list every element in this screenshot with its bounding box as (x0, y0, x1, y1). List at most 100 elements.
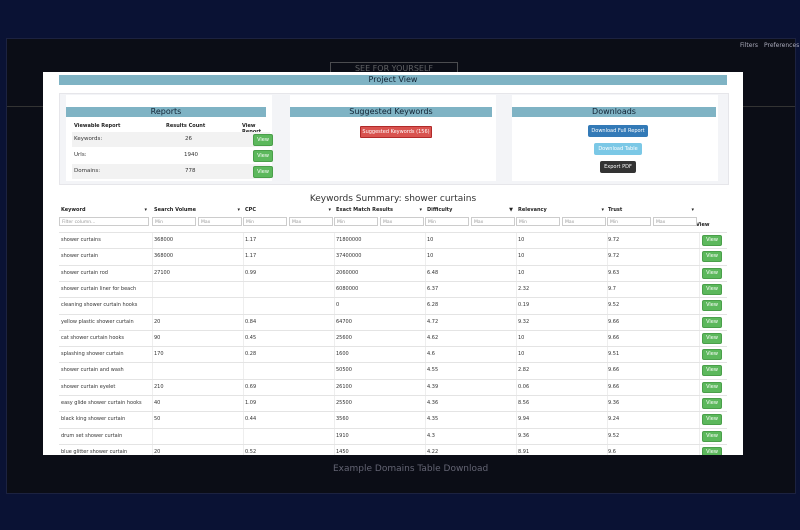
relevancy-max-input[interactable]: Max (562, 217, 606, 226)
reports-heading: Reports (66, 107, 266, 117)
relevancy-min-input[interactable]: Min (516, 217, 560, 226)
header-view: View (696, 222, 710, 228)
filter-row: Filter column... Min Max Min Max Min Max… (59, 216, 697, 228)
header-relevancy[interactable]: Relevancy ▾ (518, 207, 606, 216)
cell-cpc: 0.44 (245, 416, 257, 423)
exact-match-min-input[interactable]: Min (334, 217, 378, 226)
cell-cpc: 0.45 (245, 334, 257, 341)
table-row: shower curtain rod 27100 0.99 2060000 6.48 10… (59, 264, 727, 282)
suggested-keywords-button[interactable]: Suggested Keywords (156) (360, 126, 432, 138)
keyword-filter-input[interactable]: Filter column... (59, 217, 149, 226)
row-view-button[interactable]: View (702, 251, 722, 263)
cell-divider (516, 281, 517, 298)
table-row: black king shower curtain 50 0.44 3560 4.35 9… (59, 411, 727, 429)
view-keywords-button[interactable]: View (253, 134, 273, 146)
report-row-domains: Domains: 778 View (72, 164, 273, 179)
row-view-button[interactable]: View (702, 300, 722, 312)
cell-difficulty: 6.37 (427, 285, 439, 292)
cell-divider (607, 363, 608, 380)
cell-divider (425, 265, 426, 282)
cell-trust: 9.72 (608, 237, 620, 243)
cell-divider (334, 347, 335, 364)
header-exact-match[interactable]: Exact Match Results ▾ (336, 207, 424, 216)
row-view-button[interactable]: View (702, 414, 722, 426)
row-view-button[interactable]: View (702, 446, 722, 455)
header-label: Relevancy (518, 207, 547, 213)
suggested-heading: Suggested Keywords (290, 107, 492, 117)
report-name: Urls: (74, 152, 87, 158)
cell-exact-match: 2060000 (336, 269, 359, 276)
trust-max-input[interactable]: Max (653, 217, 697, 226)
trust-min-input[interactable]: Min (607, 217, 651, 226)
row-view-button[interactable]: View (702, 365, 722, 377)
exact-match-max-input[interactable]: Max (380, 217, 424, 226)
search-volume-min-input[interactable]: Min (152, 217, 196, 226)
download-full-report-button[interactable]: Download Full Report (588, 125, 648, 137)
row-view-button[interactable]: View (702, 381, 722, 393)
row-view-button[interactable]: View (702, 283, 722, 295)
cell-divider (243, 347, 244, 364)
row-view-button[interactable]: View (702, 332, 722, 344)
view-domains-button[interactable]: View (253, 166, 273, 178)
row-view-button[interactable]: View (702, 316, 722, 328)
cell-divider (699, 249, 700, 266)
cell-exact-match: 1600 (336, 351, 349, 358)
search-volume-max-input[interactable]: Max (198, 217, 242, 226)
cell-divider (516, 347, 517, 364)
cell-divider (152, 233, 153, 249)
difficulty-max-input[interactable]: Max (471, 217, 515, 226)
report-name: Domains: (74, 168, 101, 174)
cell-relevancy: 0.19 (518, 302, 530, 309)
cell-divider (425, 412, 426, 429)
row-view-button[interactable]: View (702, 430, 722, 442)
header-cpc[interactable]: CPC ▾ (245, 207, 333, 216)
cell-trust: 9.72 (608, 253, 620, 260)
download-table-button[interactable]: Download Table (594, 143, 642, 155)
cell-search-volume: 20 (154, 448, 161, 455)
cell-keyword: shower curtain and wash (61, 367, 124, 374)
cell-search-volume: 210 (154, 383, 164, 390)
cell-divider (152, 298, 153, 315)
cell-search-volume: 90 (154, 334, 161, 341)
cell-exact-match: 25500 (336, 400, 352, 406)
cpc-min-input[interactable]: Min (243, 217, 287, 226)
table-row: shower curtain 368000 1.17 37400000 10 10 9.72… (59, 248, 727, 266)
domains-download-link[interactable]: Example Domains Table Download (333, 464, 489, 474)
cell-divider (699, 412, 700, 429)
cell-search-volume: 170 (154, 351, 164, 358)
suggested-panel: Suggested Keywords Suggested Keywords (1… (290, 95, 496, 181)
cell-exact-match: 50500 (336, 367, 352, 374)
header-search-volume[interactable]: Search Volume ▾ (154, 207, 242, 216)
row-view-button[interactable]: View (702, 398, 722, 409)
cell-divider (607, 444, 608, 455)
cell-divider (334, 249, 335, 266)
cpc-max-input[interactable]: Max (289, 217, 333, 226)
downloads-panel: Downloads Download Full Report Download … (512, 95, 718, 181)
view-urls-button[interactable]: View (253, 150, 273, 162)
cell-keyword: shower curtain eyelet (61, 383, 116, 390)
cell-divider (243, 233, 244, 249)
cell-divider (334, 281, 335, 298)
nav-preferences[interactable]: Preferences (764, 42, 800, 49)
cell-keyword: blue glitter shower curtain (61, 448, 128, 455)
header-difficulty[interactable]: Difficulty ▼ (427, 207, 515, 216)
difficulty-min-input[interactable]: Min (425, 217, 469, 226)
export-pdf-button[interactable]: Export PDF (600, 161, 636, 173)
cell-trust: 9.6 (608, 448, 616, 455)
cell-divider (607, 347, 608, 364)
row-view-button[interactable]: View (702, 349, 722, 361)
table-row: cleaning shower curtain hooks 0 6.28 0.19 9.… (59, 297, 727, 315)
row-view-button[interactable]: View (702, 267, 722, 279)
reports-columns: Viewable Report Results Count View Repor… (74, 123, 268, 135)
cell-cpc: 0.99 (245, 269, 257, 276)
header-trust[interactable]: Trust ▾ (608, 207, 696, 216)
cell-divider (152, 314, 153, 331)
row-view-button[interactable]: View (702, 235, 722, 246)
nav-filters[interactable]: Filters (740, 42, 758, 49)
cell-divider (243, 298, 244, 315)
cell-divider (152, 444, 153, 455)
cell-divider (152, 428, 153, 445)
header-keyword[interactable]: Keyword ▾ (61, 207, 149, 216)
cell-divider (425, 363, 426, 380)
cell-divider (516, 363, 517, 380)
